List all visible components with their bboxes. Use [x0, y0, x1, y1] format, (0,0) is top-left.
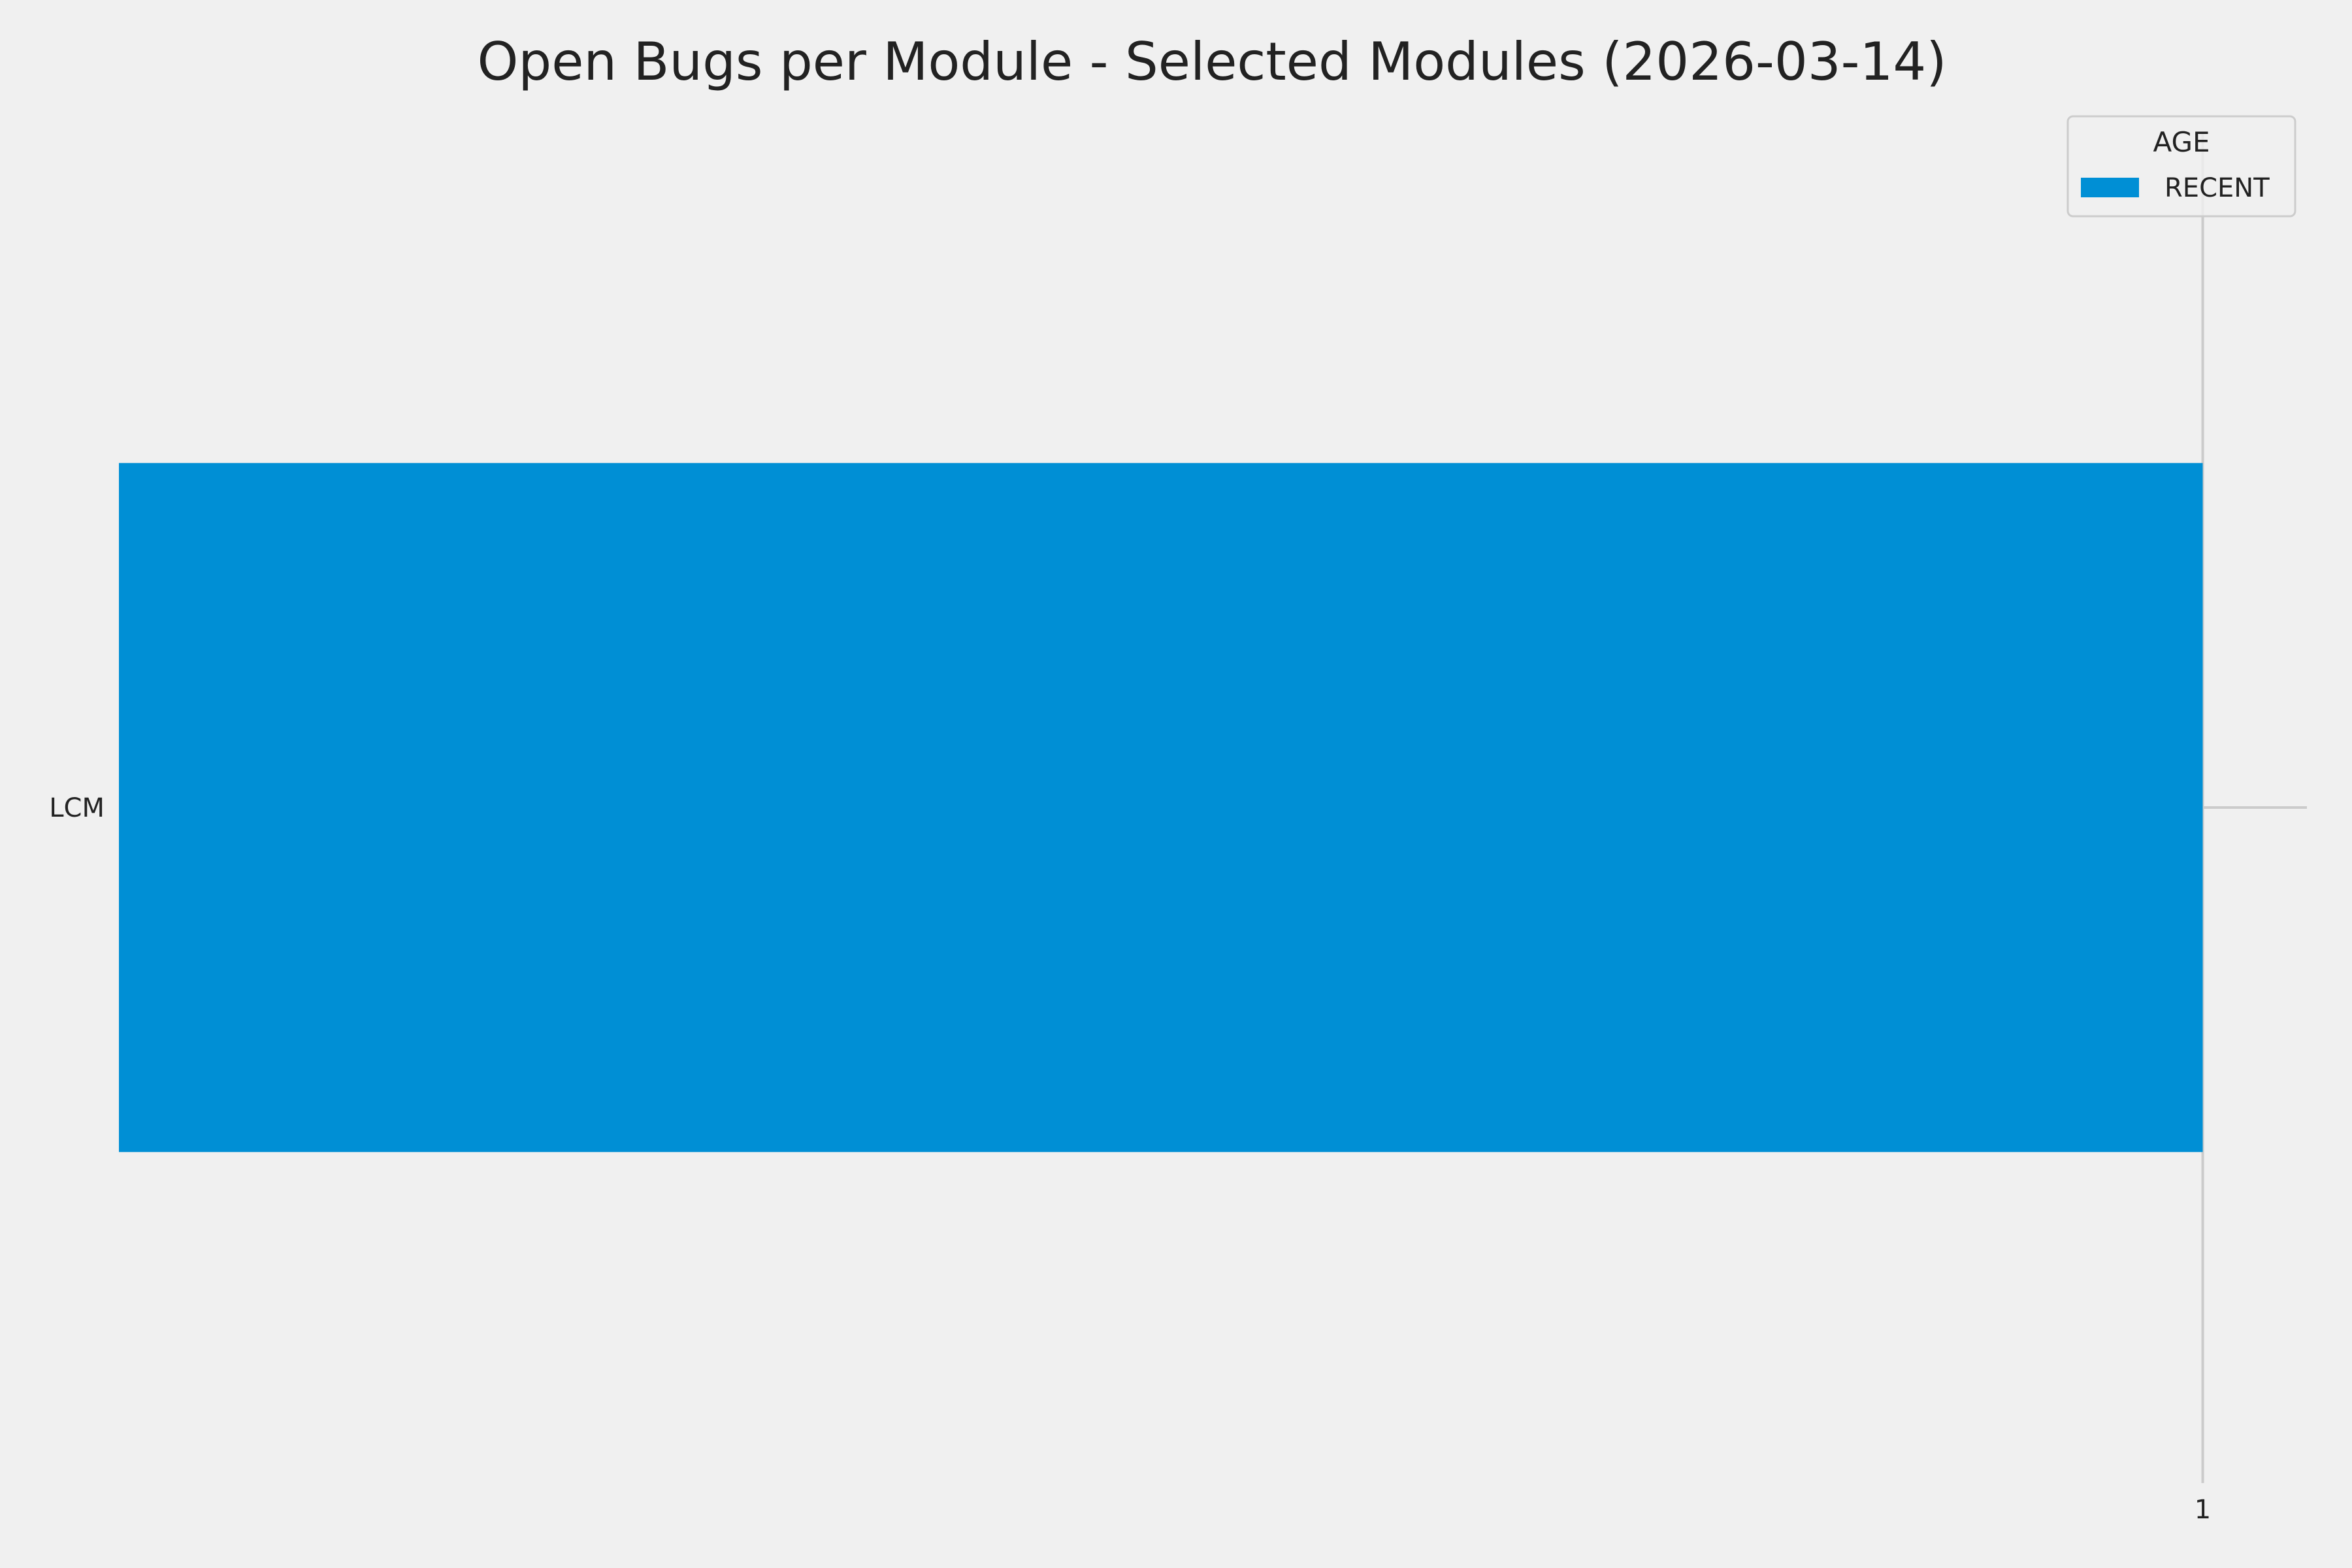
chart-title: Open Bugs per Module - Selected Modules … — [477, 31, 1946, 92]
legend: AGE RECENT — [2066, 115, 2296, 218]
x-tick-labels: 1 — [2195, 1495, 2211, 1525]
bar-lcm-recent — [119, 463, 2203, 1152]
x-tick-label: 1 — [2195, 1495, 2211, 1525]
bars — [119, 463, 2203, 1152]
legend-title: AGE — [2153, 126, 2210, 158]
legend-label-recent: RECENT — [2164, 173, 2270, 203]
y-tick-labels: LCM — [49, 793, 105, 823]
legend-swatch-recent — [2081, 178, 2139, 197]
y-tick-label: LCM — [49, 793, 105, 823]
